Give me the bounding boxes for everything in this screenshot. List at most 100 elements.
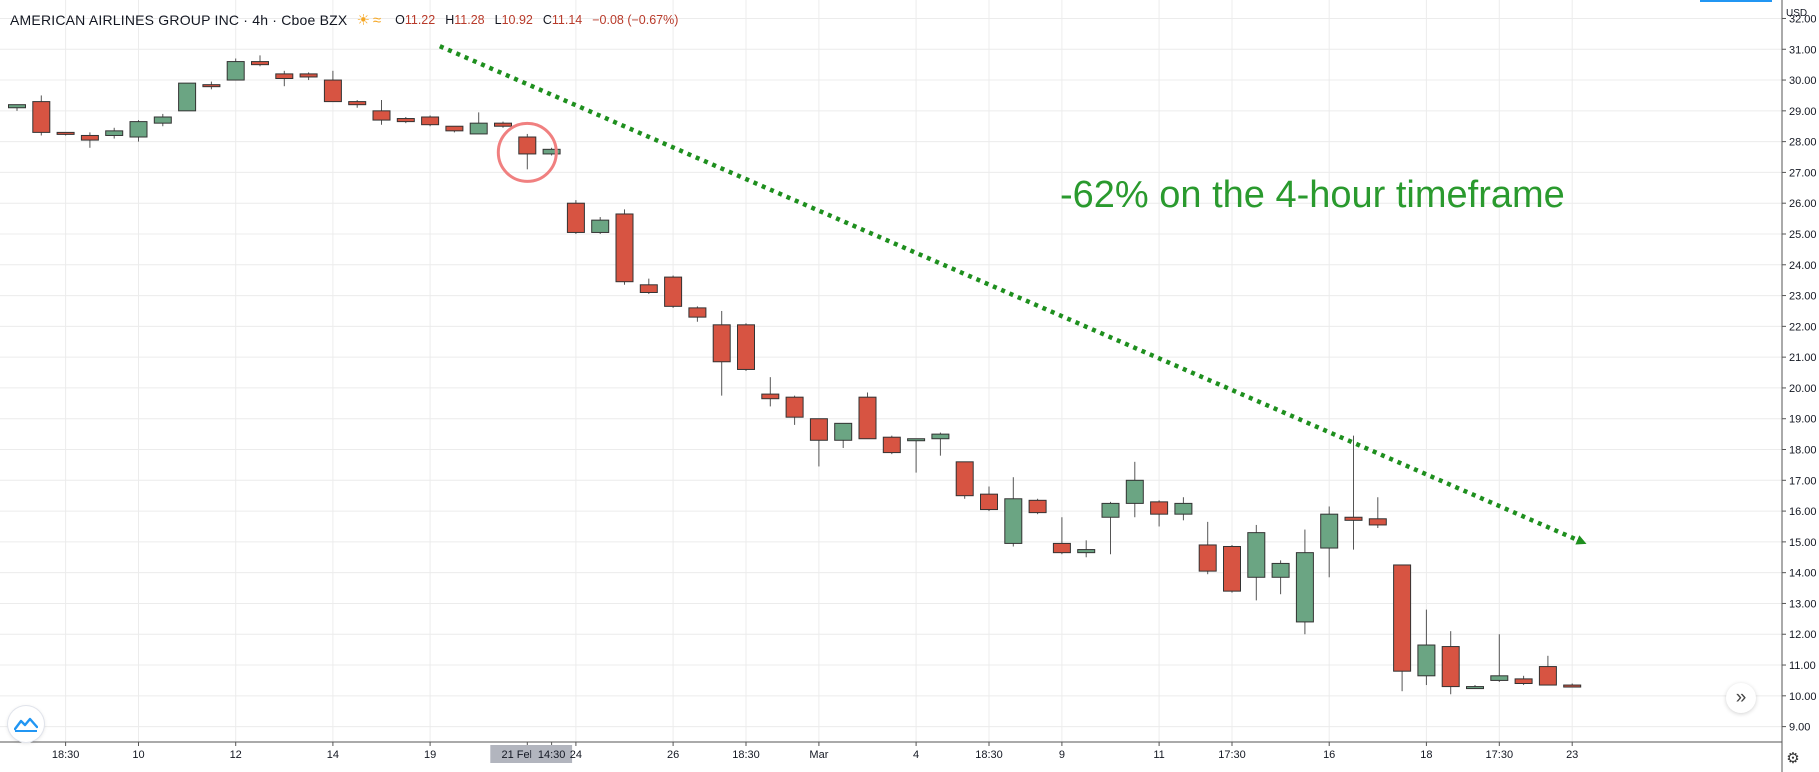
candle-down xyxy=(1538,655,1557,686)
y-tick-label: 21.00 xyxy=(1789,352,1817,364)
y-tick-label: 29.00 xyxy=(1789,106,1817,118)
candle-down xyxy=(372,100,391,125)
candle-down xyxy=(80,132,99,148)
candle-body xyxy=(566,202,585,233)
candle-body xyxy=(396,118,415,123)
ohlc-high: H11.28 xyxy=(445,13,485,27)
candle-body xyxy=(1441,646,1460,688)
candle-body xyxy=(712,324,731,363)
x-tick-label: 4 xyxy=(913,749,919,761)
x-tick-label: 14 xyxy=(327,749,339,761)
candle-down xyxy=(712,310,731,396)
currency-label: USD xyxy=(1786,8,1808,19)
candle-body xyxy=(1223,545,1241,592)
candle-body xyxy=(1150,501,1169,515)
x-tick-label: 18 xyxy=(1420,749,1432,761)
candle-body xyxy=(1563,684,1582,688)
ohlc-open: O11.22 xyxy=(395,13,436,27)
candle-down xyxy=(858,392,877,440)
candle-down xyxy=(56,131,75,136)
candle-body xyxy=(348,101,367,106)
candle-body xyxy=(591,219,610,233)
x-tick-label: 23 xyxy=(1566,749,1578,761)
symbol-title[interactable]: AMERICAN AIRLINES GROUP INC · 4h · Cboe … xyxy=(10,12,348,28)
candle-body xyxy=(1247,532,1266,578)
candle-body xyxy=(688,307,707,318)
candle-body xyxy=(882,436,901,454)
candle-body xyxy=(226,61,245,81)
candle-body xyxy=(1125,479,1144,504)
candle-up xyxy=(1320,506,1339,578)
candle-down xyxy=(348,100,367,108)
candle-body xyxy=(955,461,974,497)
candle-body xyxy=(907,438,926,442)
candle-down xyxy=(1441,631,1460,695)
candle-body xyxy=(834,422,853,441)
candle-up xyxy=(542,147,561,156)
candle-up xyxy=(1174,497,1193,521)
candle-down xyxy=(1393,564,1412,692)
candle-down xyxy=(566,200,585,234)
candle-down xyxy=(688,306,707,322)
y-tick-label: 23.00 xyxy=(1789,291,1817,303)
y-tick-label: 9.00 xyxy=(1789,722,1810,734)
candle-body xyxy=(8,104,26,109)
double-chevron-right-icon[interactable]: » xyxy=(1726,683,1756,713)
x-tick-label: 17:30 xyxy=(1218,749,1246,761)
candle-up xyxy=(1125,461,1144,518)
y-tick-label: 31.00 xyxy=(1789,44,1817,56)
tradingview-logo-icon[interactable] xyxy=(8,706,44,742)
candle-up xyxy=(8,104,26,111)
candle-up xyxy=(178,82,197,112)
candle-down xyxy=(1368,497,1387,529)
y-tick-label: 30.00 xyxy=(1789,75,1817,87)
candle-down xyxy=(396,116,415,124)
candle-body xyxy=(80,134,99,141)
x-tick-label: 10 xyxy=(132,749,144,761)
x-tick-label: 24 xyxy=(570,749,582,761)
candle-body xyxy=(980,493,998,511)
top-accent-bar xyxy=(1700,0,1772,2)
candle-body xyxy=(1344,516,1363,521)
candle-body xyxy=(32,101,51,133)
candle-body xyxy=(761,393,780,400)
candle-down xyxy=(1198,521,1217,575)
candle-up xyxy=(834,422,853,448)
sun-icon: ☀ xyxy=(356,12,370,29)
candle-up xyxy=(1101,501,1120,555)
candle-down xyxy=(785,395,804,425)
candle-up xyxy=(129,120,148,142)
candle-body xyxy=(494,122,512,127)
candle-body xyxy=(615,213,634,283)
candle-body xyxy=(178,82,197,112)
candle-body xyxy=(1198,544,1217,572)
overlays xyxy=(438,44,1587,545)
candle-down xyxy=(299,72,318,81)
y-tick-label: 18.00 xyxy=(1789,445,1817,457)
candle-up xyxy=(1490,634,1509,682)
candle-body xyxy=(809,418,828,441)
candle-down xyxy=(202,81,221,90)
y-tick-label: 27.00 xyxy=(1789,167,1817,179)
y-tick-label: 32.00 xyxy=(1789,13,1817,25)
y-tick-label: 16.00 xyxy=(1789,506,1817,518)
candle-body xyxy=(931,433,950,440)
x-tick-label: 18:30 xyxy=(975,749,1003,761)
candle-down xyxy=(421,115,440,127)
candle-body xyxy=(1077,549,1096,554)
candle-down xyxy=(1150,500,1169,527)
candle-down xyxy=(1028,498,1047,515)
candle-up xyxy=(469,112,488,135)
candle-up xyxy=(907,438,926,473)
y-tick-label: 28.00 xyxy=(1789,137,1817,149)
candle-up xyxy=(591,217,610,234)
candle-body xyxy=(858,396,877,440)
y-tick-label: 26.00 xyxy=(1789,198,1817,210)
candle-down xyxy=(882,435,901,455)
candle-down xyxy=(251,55,269,67)
trend-arrow xyxy=(438,44,1587,545)
gear-icon[interactable]: ⚙ xyxy=(1786,750,1800,767)
annotation-text[interactable]: -62% on the 4-hour timeframe xyxy=(1060,174,1565,216)
